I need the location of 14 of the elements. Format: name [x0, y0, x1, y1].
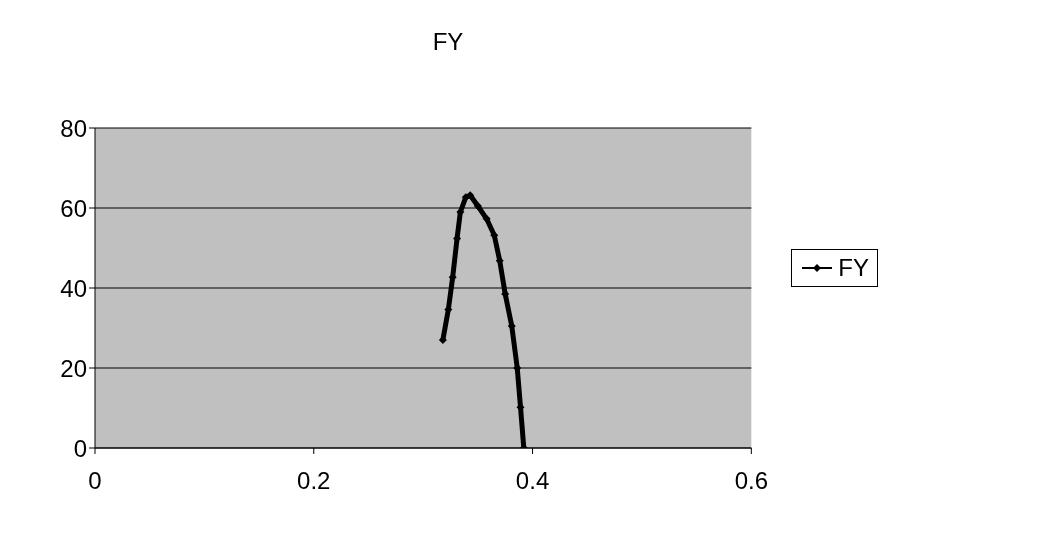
y-tick-label: 0	[73, 434, 87, 462]
legend-label: FY	[838, 254, 869, 282]
point	[482, 214, 491, 223]
point	[473, 202, 482, 210]
y-tick-label: 20	[60, 354, 87, 382]
point	[456, 208, 465, 216]
y-tick-label: 60	[60, 194, 87, 222]
y-tick-label: 80	[60, 114, 87, 142]
chart-title: FY	[431, 28, 465, 56]
x-tick-label: 0.6	[734, 467, 769, 495]
point	[466, 191, 475, 200]
y-tick-label: 40	[60, 274, 87, 302]
x-tick-label: 0.2	[297, 467, 331, 495]
x-tick-label: 0.4	[515, 467, 550, 495]
